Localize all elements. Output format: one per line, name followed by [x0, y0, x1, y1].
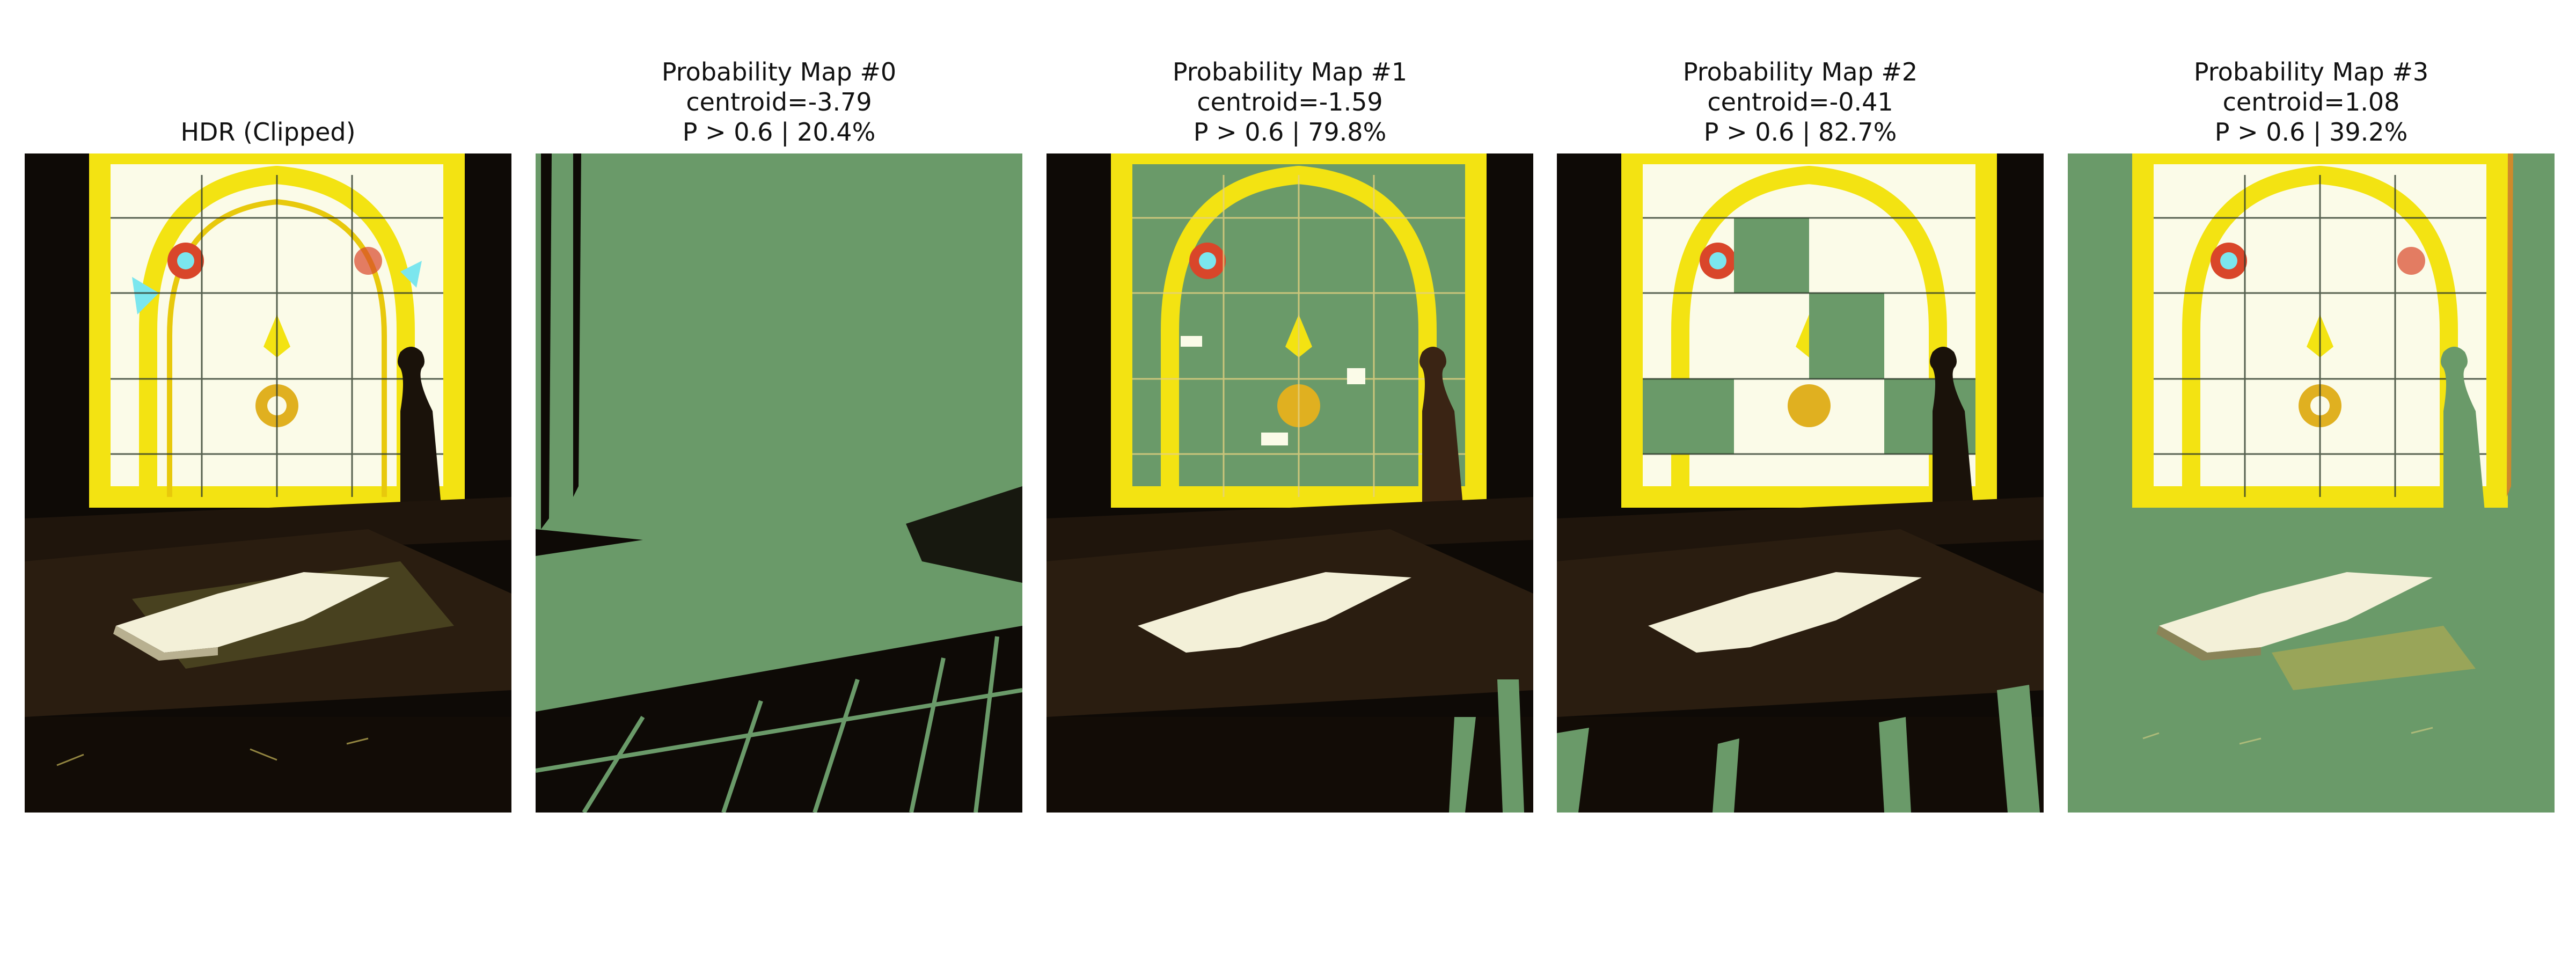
panel-hdr-clipped: HDR (Clipped) — [25, 0, 511, 966]
probability-map-image — [536, 153, 1022, 813]
panel-probability-map-1: Probability Map #1 centroid=-1.59 P > 0.… — [1046, 0, 1533, 966]
panel-probability-map-0: Probability Map #0 centroid=-3.79 P > 0.… — [536, 0, 1022, 966]
title-line-2: centroid=-1.59 — [1197, 87, 1383, 116]
panel-title: Probability Map #1 centroid=-1.59 P > 0.… — [1046, 53, 1533, 147]
probability-map-image — [2068, 153, 2555, 813]
title-line-3: P > 0.6 | 82.7% — [1703, 118, 1897, 147]
hdr-scene — [25, 153, 511, 813]
panel-title: Probability Map #3 centroid=1.08 P > 0.6… — [2068, 53, 2555, 147]
probability-map-2-scene — [1557, 153, 2044, 813]
panel-title: Probability Map #2 centroid=-0.41 P > 0.… — [1557, 53, 2044, 147]
probability-map-0-scene — [536, 153, 1022, 813]
title-line-3: P > 0.6 | 39.2% — [2214, 118, 2408, 147]
panel-probability-map-2: Probability Map #2 centroid=-0.41 P > 0.… — [1557, 0, 2044, 966]
title-line-2: centroid=-3.79 — [686, 87, 872, 116]
title-line-2: centroid=1.08 — [2222, 87, 2400, 116]
panel-title: HDR (Clipped) — [25, 53, 511, 147]
probability-map-3-scene — [2068, 153, 2555, 813]
title-line-2: centroid=-0.41 — [1707, 87, 1893, 116]
title-line-3: P > 0.6 | 79.8% — [1193, 118, 1387, 147]
title-line-3: P > 0.6 | 20.4% — [682, 118, 876, 147]
panel-probability-map-3: Probability Map #3 centroid=1.08 P > 0.6… — [2068, 0, 2555, 966]
title-line-1: Probability Map #3 — [2193, 57, 2429, 86]
hdr-image — [25, 153, 511, 813]
panel-title: Probability Map #0 centroid=-3.79 P > 0.… — [536, 53, 1022, 147]
probability-map-image — [1557, 153, 2044, 813]
probability-map-1-scene — [1046, 153, 1533, 813]
probability-map-image — [1046, 153, 1533, 813]
title-line-1: HDR (Clipped) — [180, 118, 356, 147]
title-line-1: Probability Map #1 — [1172, 57, 1408, 86]
title-line-1: Probability Map #0 — [661, 57, 897, 86]
title-line-1: Probability Map #2 — [1682, 57, 1918, 86]
